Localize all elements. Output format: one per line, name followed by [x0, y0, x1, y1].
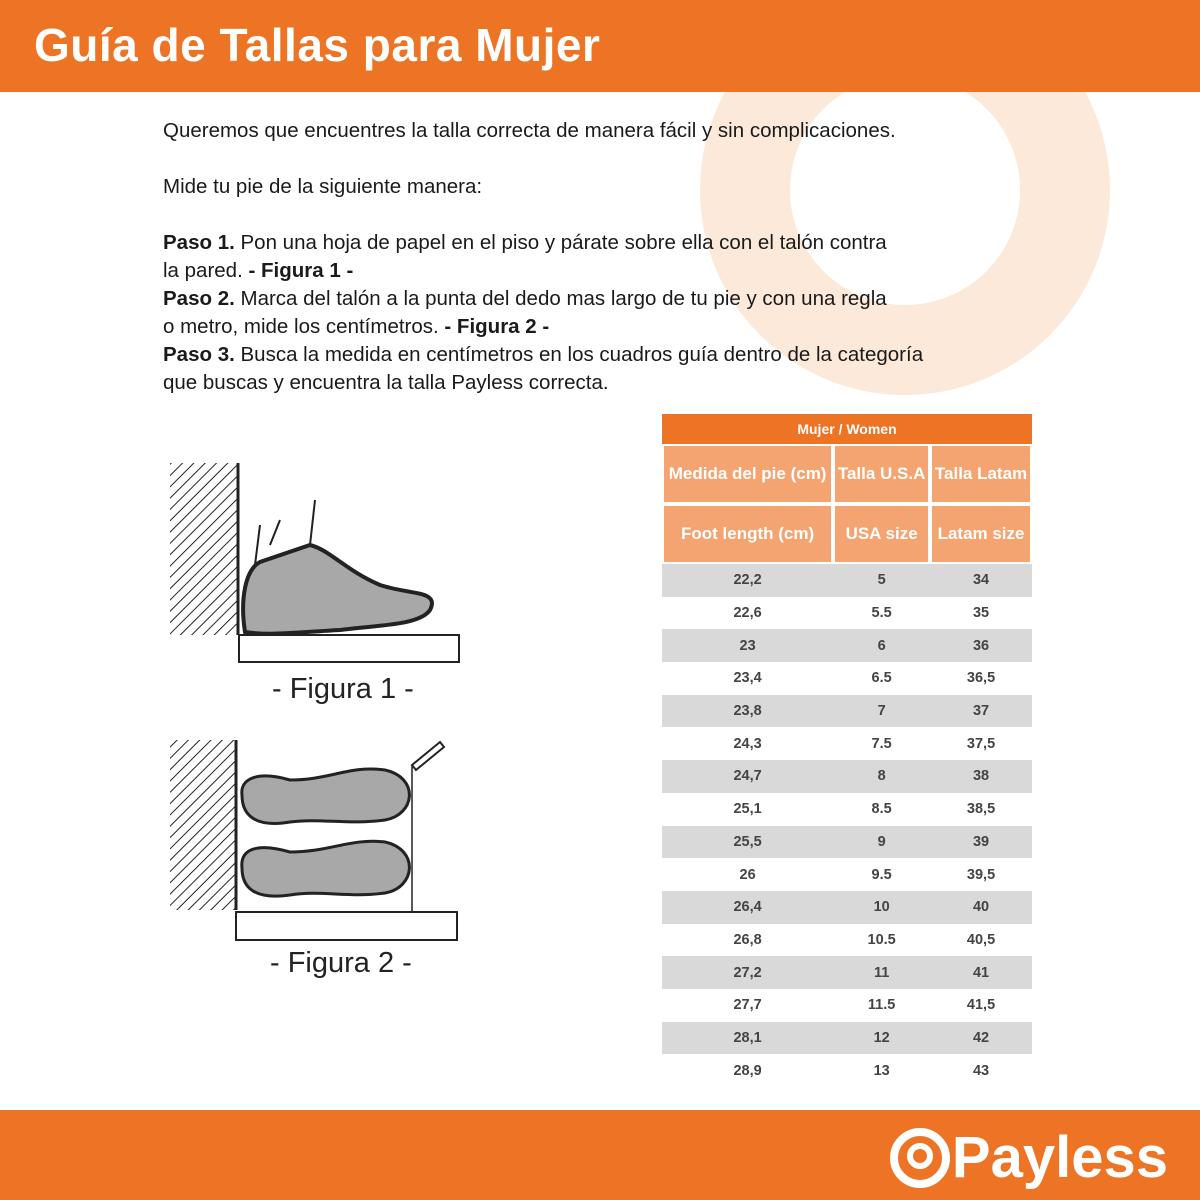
measure-instruction: Mide tu pie de la siguiente manera:	[163, 175, 483, 198]
foot-length-cell: 26,8	[733, 931, 762, 948]
table-row: 27,7 11.5 41,5	[662, 989, 1032, 1022]
usa-size-cell: 5.5	[871, 605, 892, 622]
step1-text: Pon una hoja de papel en el piso y párat…	[234, 231, 887, 254]
step2-text2: o metro, mide los centímetros.	[163, 315, 445, 338]
table-row: 25,5 9 39	[662, 825, 1032, 859]
table-title: Mujer / Women	[662, 414, 1032, 444]
header-foot-es: Medida del pie (cm)	[662, 444, 834, 504]
usa-size-cell: 8.5	[871, 801, 892, 818]
latam-size-cell: 43	[972, 1062, 990, 1079]
usa-size-cell: 5	[833, 564, 931, 597]
foot-length-cell: 27,2	[662, 956, 834, 989]
usa-size-cell: 12	[833, 1021, 931, 1055]
foot-length-cell: 25,5	[662, 825, 834, 859]
table-row: 22,2 5 34	[662, 564, 1032, 597]
page-title: Guía de Tallas para Mujer	[34, 19, 601, 71]
step2-text: Marca del talón a la punta del dedo mas …	[234, 287, 887, 310]
foot-length-cell: 25,1	[733, 801, 762, 818]
foot-length-cell: 22,2	[662, 564, 834, 597]
usa-size-cell: 13	[873, 1062, 890, 1079]
table-row: 28,1 12 42	[662, 1021, 1032, 1055]
latam-size-cell: 39,5	[966, 866, 996, 883]
usa-size-cell: 9	[833, 825, 931, 859]
latam-size-cell: 40,5	[966, 931, 996, 948]
step2-label: Paso 2.	[163, 287, 235, 310]
foot-length-cell: 22,6	[733, 605, 762, 622]
latam-size-cell: 37,5	[966, 735, 996, 752]
latam-size-cell: 38	[930, 760, 1032, 793]
steps: Paso 1. Pon una hoja de papel en el piso…	[163, 229, 923, 397]
foot-length-cell: 24,3	[733, 735, 762, 752]
logo-text: Payless	[951, 1125, 1168, 1190]
latam-size-cell: 35	[972, 605, 990, 622]
foot-length-cell: 26,4	[662, 890, 834, 924]
header-latam-en: Latam size	[930, 504, 1032, 564]
usa-size-cell: 11.5	[867, 997, 896, 1014]
latam-size-cell: 42	[930, 1021, 1032, 1055]
usa-size-cell: 11	[833, 956, 931, 989]
table-row: 24,7 8 38	[662, 760, 1032, 793]
foot-length-cell: 23	[662, 629, 834, 663]
foot-length-cell: 24,7	[662, 760, 834, 793]
step3-text: Busca la medida en centímetros en los cu…	[234, 343, 924, 366]
payless-logo-icon	[889, 1127, 950, 1188]
size-table: Mujer / Women Medida del pie (cm) Talla U…	[662, 414, 1032, 1087]
usa-size-cell: 7.5	[871, 735, 892, 752]
table-row: 26 9.5 39,5	[662, 858, 1032, 891]
usa-size-cell: 10	[833, 890, 931, 924]
payless-logo: Payless	[888, 1124, 1168, 1191]
foot-length-cell: 23,4	[733, 670, 762, 687]
figure1-illustration	[170, 463, 460, 663]
table-row: 23,8 7 37	[662, 694, 1032, 728]
table-row: 26,4 10 40	[662, 890, 1032, 924]
step1-fig: - Figura 1 -	[248, 259, 354, 282]
table-row: 26,8 10.5 40,5	[662, 924, 1032, 957]
latam-size-cell: 38,5	[966, 801, 996, 818]
foot-length-cell: 28,9	[733, 1062, 762, 1079]
table-row: 23,4 6.5 36,5	[662, 662, 1032, 695]
step2-fig: - Figura 2 -	[444, 315, 550, 338]
intro-text: Queremos que encuentres la talla correct…	[163, 119, 896, 142]
table-row: 28,9 13 43	[662, 1054, 1032, 1087]
usa-size-cell: 8	[833, 760, 931, 793]
foot-length-cell: 27,7	[733, 997, 762, 1014]
usa-size-cell: 10.5	[867, 931, 896, 948]
pencil-icon	[410, 740, 446, 772]
usa-size-cell: 6.5	[871, 670, 892, 687]
foot-length-cell: 28,1	[662, 1021, 834, 1055]
table-row: 22,6 5.5 35	[662, 597, 1032, 630]
foot-length-cell: 26	[739, 866, 756, 883]
table-row: 23 6 36	[662, 629, 1032, 663]
step3-text2: que buscas y encuentra la talla Payless …	[163, 371, 609, 394]
table-row: 24,3 7.5 37,5	[662, 727, 1032, 760]
foot-length-cell: 23,8	[662, 694, 834, 728]
figure2-caption: - Figura 2 -	[270, 947, 412, 979]
header-latam-es: Talla Latam	[930, 444, 1032, 504]
step3-label: Paso 3.	[163, 343, 235, 366]
header-foot-en: Foot length (cm)	[662, 504, 834, 564]
latam-size-cell: 37	[930, 694, 1032, 728]
footer-bar: Payless	[0, 1110, 1200, 1200]
header-usa-en: USA size	[833, 504, 931, 564]
table-row: 25,1 8.5 38,5	[662, 793, 1032, 826]
table-row: 27,2 11 41	[662, 956, 1032, 989]
latam-size-cell: 36,5	[966, 670, 996, 687]
header-usa-es: Talla U.S.A	[833, 444, 931, 504]
figure2-illustration	[170, 740, 458, 941]
header-bar: Guía de Tallas para Mujer	[0, 0, 1200, 92]
figure1-caption: - Figura 1 -	[272, 673, 414, 705]
usa-size-cell: 7	[833, 694, 931, 728]
step1-label: Paso 1.	[163, 231, 235, 254]
latam-size-cell: 41,5	[966, 997, 996, 1014]
usa-size-cell: 9.5	[871, 866, 892, 883]
usa-size-cell: 6	[833, 629, 931, 663]
latam-size-cell: 41	[930, 956, 1032, 989]
latam-size-cell: 39	[930, 825, 1032, 859]
latam-size-cell: 40	[930, 890, 1032, 924]
latam-size-cell: 36	[930, 629, 1032, 663]
latam-size-cell: 34	[930, 564, 1032, 597]
step1-text2: la pared.	[163, 259, 249, 282]
